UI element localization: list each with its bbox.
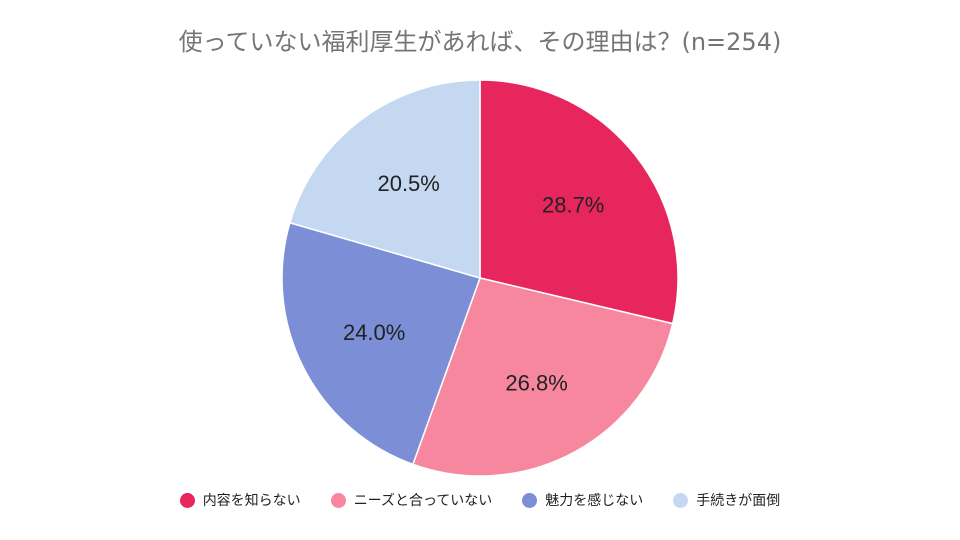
legend-item-4: 手続きが面倒 xyxy=(673,490,780,510)
pie-slice-4 xyxy=(288,79,481,279)
chart-title: 使っていない福利厚生があれば、その理由は？(n=254) xyxy=(178,28,782,56)
legend-item-2: ニーズと合っていない xyxy=(330,490,493,510)
slice-label-2: 26.8% xyxy=(505,370,567,395)
legend-dot-icon xyxy=(179,492,195,508)
legend-label: 手続きが面倒 xyxy=(696,493,781,509)
legend-label: ニーズと合っていない xyxy=(353,493,493,509)
legend-item-3: 魅力を感じない xyxy=(522,490,643,510)
legend-label: 魅力を感じない xyxy=(545,493,644,509)
slice-label-1: 28.7% xyxy=(542,192,604,217)
legend-dot-icon xyxy=(522,492,538,508)
slice-label-4: 20.5% xyxy=(377,171,439,196)
slice-label-3: 24.0% xyxy=(343,320,405,345)
legend-dot-icon xyxy=(673,492,689,508)
legend-label: 内容を知らない xyxy=(202,493,301,509)
pie-slice-2 xyxy=(411,277,674,477)
pie-slice-1 xyxy=(479,79,679,325)
legend-item-1: 内容を知らない xyxy=(179,490,301,510)
legend: 内容を知らない ニーズと合っていない 魅力を感じない 手続きが面倒 xyxy=(0,490,960,510)
legend-dot-icon xyxy=(330,492,346,508)
pie-slice-3 xyxy=(281,221,481,466)
